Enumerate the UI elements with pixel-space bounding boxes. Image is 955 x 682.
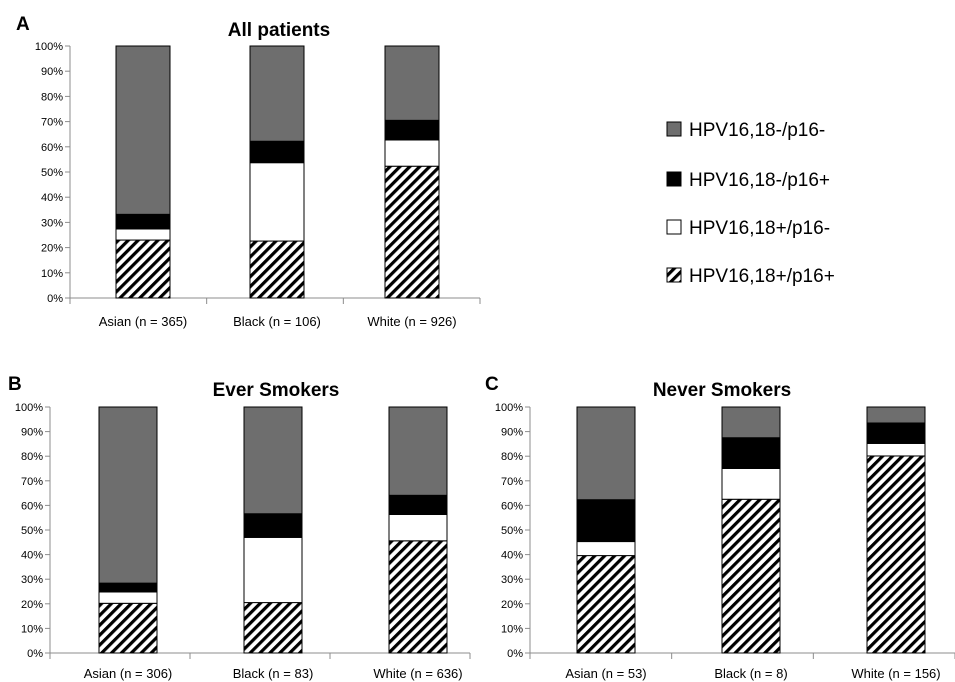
bar-segment-hpv16-18-p16 <box>721 406 781 439</box>
bar-segment-hpv16-18-p16 <box>98 602 158 654</box>
bar-segment-hpv16-18-p16 <box>388 514 448 542</box>
x-tick-label: Black (n = 8) <box>714 666 787 681</box>
x-tick-label: White (n = 156) <box>851 666 940 681</box>
legend: HPV16,18-/p16- HPV16,18-/p16+ HPV16,18+/p1… <box>666 120 835 287</box>
panel-label: A <box>16 14 30 35</box>
bar-segment-hpv16-18-p16 <box>866 422 926 444</box>
y-tick-label: 10% <box>501 623 523 635</box>
chart-panel-a: A All patients 0% 10% 20% 30% 40% 50% 60% 70% 80% 9… <box>16 14 481 329</box>
y-tick-label: 100% <box>35 41 63 53</box>
x-tick-label: Black (n = 83) <box>233 666 314 681</box>
bar-segment-hpv16-18-p16 <box>115 239 171 299</box>
y-tick-label: 0% <box>507 648 523 660</box>
y-tick-label: 30% <box>501 574 523 586</box>
chart-title: All patients <box>228 20 330 41</box>
bar-segment-hpv16-18-p16 <box>388 540 448 654</box>
bar-segment-hpv16-18-p16 <box>115 213 171 230</box>
y-tick-label: 0% <box>27 648 43 660</box>
y-tick-label: 80% <box>41 91 63 103</box>
y-tick-label: 80% <box>501 451 523 463</box>
x-tick-label: White (n = 926) <box>367 314 456 329</box>
x-tick-label: Asian (n = 365) <box>99 314 188 329</box>
bar-segment-hpv16-18-p16 <box>721 468 781 500</box>
bar-segment-hpv16-18-p16 <box>115 228 171 241</box>
y-tick-label: 50% <box>501 525 523 537</box>
bar-segment-hpv16-18-p16 <box>98 406 158 584</box>
chart-title: Never Smokers <box>653 380 791 401</box>
bar-segment-hpv16-18-p16 <box>249 140 305 164</box>
y-tick-label: 20% <box>21 599 43 611</box>
y-tick-label: 60% <box>21 500 43 512</box>
y-tick-label: 60% <box>501 500 523 512</box>
y-tick-label: 30% <box>21 574 43 586</box>
bar-segment-hpv16-18-p16 <box>576 406 636 501</box>
bar-segment-hpv16-18-p16 <box>721 498 781 654</box>
x-tick-label: Asian (n = 306) <box>84 666 173 681</box>
bar-segment-hpv16-18-p16 <box>576 541 636 557</box>
y-tick-label: 40% <box>21 550 43 562</box>
legend-swatch <box>666 171 682 187</box>
legend-swatch <box>666 219 682 235</box>
chart-panel-b: B Ever Smokers 0% 10% 20% 30% 40% 50% 60% 70% 80% 9… <box>8 374 471 681</box>
y-tick-label: 10% <box>21 623 43 635</box>
chart-title: Ever Smokers <box>213 380 340 401</box>
bar-segment-hpv16-18-p16 <box>98 591 158 604</box>
legend-label: HPV16,18-/p16+ <box>689 170 830 191</box>
y-tick-label: 0% <box>47 293 63 305</box>
legend-label: HPV16,18-/p16- <box>689 120 825 141</box>
y-tick-label: 40% <box>41 192 63 204</box>
bar-segment-hpv16-18-p16 <box>249 162 305 242</box>
bar-segment-hpv16-18-p16 <box>866 442 926 457</box>
x-tick-label: Black (n = 106) <box>233 314 321 329</box>
panel-label: C <box>485 374 499 395</box>
bar-segment-hpv16-18-p16 <box>249 45 305 142</box>
y-tick-label: 50% <box>21 525 43 537</box>
bar-segment-hpv16-18-p16 <box>384 139 440 167</box>
panel-label: B <box>8 374 22 395</box>
bar-segment-hpv16-18-p16 <box>249 240 305 299</box>
bar-segment-hpv16-18-p16 <box>243 602 303 654</box>
y-tick-label: 90% <box>41 66 63 78</box>
y-tick-label: 70% <box>501 476 523 488</box>
y-tick-label: 30% <box>41 217 63 229</box>
bar-segment-hpv16-18-p16 <box>576 499 636 543</box>
bar-segment-hpv16-18-p16 <box>384 119 440 141</box>
y-tick-label: 80% <box>21 451 43 463</box>
bar-segment-hpv16-18-p16 <box>866 406 926 424</box>
y-tick-label: 90% <box>501 427 523 439</box>
y-tick-label: 20% <box>41 243 63 255</box>
bar-segment-hpv16-18-p16 <box>576 555 636 654</box>
bar-segment-hpv16-18-p16 <box>98 582 158 593</box>
y-tick-label: 100% <box>495 402 523 414</box>
bar-segment-hpv16-18-p16 <box>115 45 171 215</box>
y-tick-label: 70% <box>21 476 43 488</box>
y-tick-label: 100% <box>15 402 43 414</box>
bar-segment-hpv16-18-p16 <box>388 494 448 516</box>
x-tick-label: White (n = 636) <box>373 666 462 681</box>
x-tick-label: Asian (n = 53) <box>565 666 646 681</box>
bar-segment-hpv16-18-p16 <box>243 536 303 604</box>
y-tick-label: 90% <box>21 427 43 439</box>
legend-label: HPV16,18+/p16- <box>689 218 830 239</box>
bar-segment-hpv16-18-p16 <box>243 513 303 538</box>
bar-segment-hpv16-18-p16 <box>384 45 440 121</box>
y-tick-label: 40% <box>501 550 523 562</box>
y-tick-label: 50% <box>41 167 63 179</box>
y-tick-label: 60% <box>41 142 63 154</box>
legend-swatch <box>666 121 682 137</box>
y-tick-label: 10% <box>41 268 63 280</box>
y-tick-label: 70% <box>41 117 63 129</box>
bar-segment-hpv16-18-p16 <box>721 437 781 469</box>
bar-segment-hpv16-18-p16 <box>243 406 303 515</box>
bar-segment-hpv16-18-p16 <box>866 455 926 654</box>
legend-label: HPV16,18+/p16+ <box>689 266 835 287</box>
chart-panel-c: C Never Smokers 0% 10% 20% 30% 40% 50% 60% 70% 80%… <box>485 374 955 681</box>
bar-segment-hpv16-18-p16 <box>384 165 440 299</box>
bar-segment-hpv16-18-p16 <box>388 406 448 496</box>
legend-swatch <box>666 267 682 283</box>
y-tick-label: 20% <box>501 599 523 611</box>
